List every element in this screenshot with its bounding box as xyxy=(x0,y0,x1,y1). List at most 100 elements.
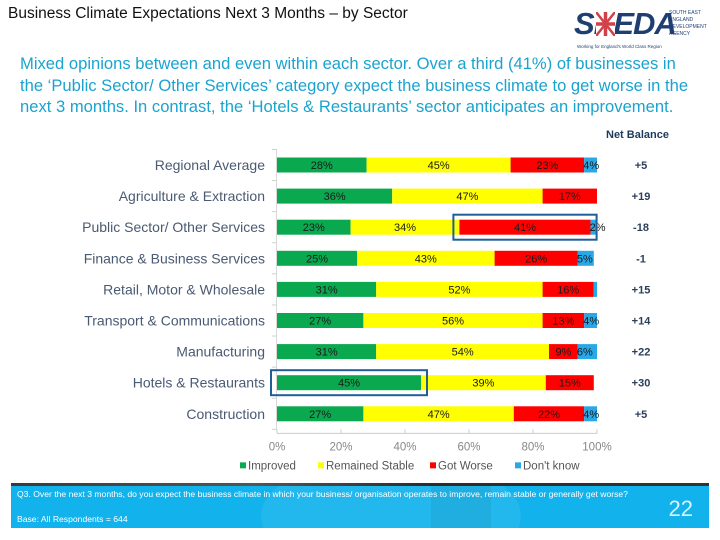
x-tick-label: 100% xyxy=(582,441,611,453)
logo-agency-text: South East England Development Agency xyxy=(669,10,715,38)
data-label: 4% xyxy=(583,316,599,328)
legend-label: Improved xyxy=(248,460,296,472)
net-balance-value: -1 xyxy=(636,253,646,265)
data-label: 4% xyxy=(583,409,599,421)
net-balance-value: +14 xyxy=(632,316,652,328)
data-label: 25% xyxy=(306,253,328,265)
bar-segment-improved xyxy=(277,219,351,235)
union-flag-icon xyxy=(596,12,615,36)
data-label: 31% xyxy=(316,284,338,296)
data-label: 4% xyxy=(583,160,599,172)
category-label: Construction xyxy=(186,406,265,422)
net-balance-value: +15 xyxy=(632,284,651,296)
x-tick-label: 0% xyxy=(269,441,286,453)
survey-question: Q3. Over the next 3 months, do you expec… xyxy=(17,489,628,499)
data-label: 52% xyxy=(448,284,470,296)
category-label: Public Sector/ Other Services xyxy=(82,219,265,235)
net-balance-value: +19 xyxy=(632,191,651,203)
data-label: 2% xyxy=(590,222,606,234)
bar-segment-don-t-know xyxy=(577,250,594,266)
data-label: 6% xyxy=(577,347,593,359)
seeda-logo: SEEDA South East England Development Age… xyxy=(574,6,714,54)
bar-segment-improved xyxy=(277,250,357,266)
bar-segment-improved xyxy=(277,188,393,204)
data-label: 56% xyxy=(442,316,464,328)
bar-segment-improved xyxy=(277,313,364,328)
bar-segment-don-t-know xyxy=(584,406,597,422)
data-label: 54% xyxy=(452,347,474,359)
data-label: 16% xyxy=(557,284,579,296)
logo-tagline: Working for England's World Class Region xyxy=(577,44,662,49)
legend-label: Don't know xyxy=(523,460,580,472)
slide-title: Business Climate Expectations Next 3 Mon… xyxy=(8,5,408,22)
bar-segment-improved xyxy=(277,375,421,391)
bar-segment-got-worse xyxy=(542,281,594,297)
highlight-box xyxy=(270,369,428,397)
category-label: Regional Average xyxy=(155,157,265,173)
legend-swatch xyxy=(318,462,324,469)
bar-segment-got-worse xyxy=(549,344,578,360)
data-label: 45% xyxy=(428,160,450,172)
data-label: 26% xyxy=(525,253,547,265)
logo-agency-line: Development xyxy=(669,24,707,30)
logo-wordmark: SEEDA xyxy=(574,6,677,41)
footer-divider xyxy=(11,483,709,488)
legend-swatch xyxy=(515,462,521,469)
net-balance-value: +30 xyxy=(632,378,651,390)
net-balance-value: -18 xyxy=(633,222,649,234)
bar-segment-remained-stable xyxy=(363,313,543,328)
data-label: 47% xyxy=(428,409,450,421)
footer-decoration xyxy=(261,486,521,528)
bar-segment-don-t-know xyxy=(584,313,597,328)
intro-text: Mixed opinions between and even within e… xyxy=(20,54,689,116)
bar-segment-remained-stable xyxy=(376,281,543,297)
bar-segment-don-t-know xyxy=(590,219,597,235)
data-label: 17% xyxy=(559,191,581,203)
bar-segment-remained-stable xyxy=(350,219,460,235)
stacked-bar-chart: Regional Average Agriculture & Extraction… xyxy=(82,148,652,472)
data-label: 31% xyxy=(316,347,338,359)
bar-segment-improved xyxy=(277,281,377,297)
net-balance-value: +22 xyxy=(632,347,651,359)
bar-segment-improved xyxy=(277,157,367,173)
bar-segment-got-worse xyxy=(459,219,591,235)
data-label: 13% xyxy=(552,316,574,328)
logo-agency-line: South East xyxy=(669,10,701,16)
bar-segment-got-worse xyxy=(494,250,578,266)
category-label: Manufacturing xyxy=(176,344,265,360)
bar-segment-don-t-know xyxy=(584,157,597,173)
bar-segment-got-worse xyxy=(513,406,585,422)
bar-segment-remained-stable xyxy=(363,406,514,422)
bar-segment-got-worse xyxy=(542,188,597,204)
category-label: Hotels & Restaurants xyxy=(133,375,265,391)
data-label: 5% xyxy=(577,253,593,265)
logo-agency-line: England xyxy=(669,17,694,23)
legend-label: Remained Stable xyxy=(326,460,414,472)
page-number: 22 xyxy=(668,496,693,521)
highlight-box xyxy=(452,213,598,241)
net-balance-value: +5 xyxy=(635,160,648,172)
bar-segment-remained-stable xyxy=(421,375,546,391)
data-label: 23% xyxy=(303,222,325,234)
legend-label: Got Worse xyxy=(438,460,493,472)
data-label: 45% xyxy=(338,378,360,390)
data-label: 28% xyxy=(311,160,333,172)
data-label: 15% xyxy=(559,378,581,390)
x-tick-label: 20% xyxy=(329,441,352,453)
bar-segment-improved xyxy=(277,406,364,422)
bar-segment-remained-stable xyxy=(376,344,549,360)
x-tick-label: 40% xyxy=(393,441,416,453)
bar-segment-improved xyxy=(277,344,377,360)
data-label: 27% xyxy=(309,409,331,421)
bar-segment-got-worse xyxy=(542,313,585,328)
bar-segment-remained-stable xyxy=(357,250,495,266)
category-label: Transport & Communications xyxy=(84,313,265,329)
category-label: Finance & Business Services xyxy=(84,250,265,266)
footer-decoration xyxy=(431,486,491,528)
legend-swatch xyxy=(240,462,246,469)
bar-segment-remained-stable xyxy=(392,188,543,204)
category-label: Agriculture & Extraction xyxy=(119,188,265,204)
bar-segment-don-t-know xyxy=(593,281,597,297)
net-balance-value: +5 xyxy=(635,409,648,421)
data-label: 23% xyxy=(536,160,558,172)
